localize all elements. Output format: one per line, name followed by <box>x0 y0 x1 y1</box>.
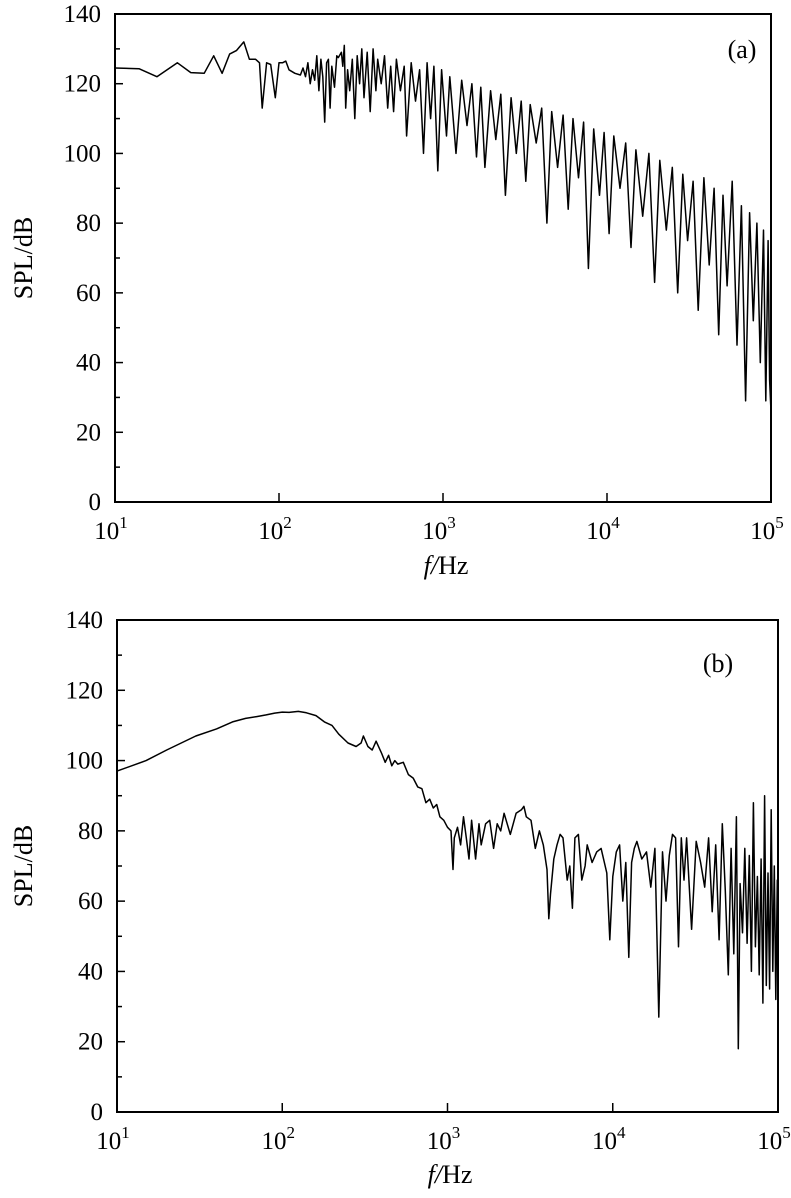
x-tick-label: 103 <box>422 513 456 545</box>
x-tick-exponent: 2 <box>287 1123 296 1142</box>
y-tick-label: 100 <box>66 748 104 775</box>
series-line <box>114 41 772 412</box>
x-tick-label: 103 <box>427 1123 461 1155</box>
x-tick-exponent: 5 <box>782 1123 791 1142</box>
series-line <box>116 710 779 1050</box>
y-tick-label: 140 <box>64 1 102 28</box>
x-tick-base: 10 <box>427 1128 452 1155</box>
y-tick-label: 120 <box>64 71 102 98</box>
y-tick-label: 120 <box>66 677 104 704</box>
y-tick-label: 40 <box>78 958 103 985</box>
y-tick-label: 20 <box>78 1029 103 1056</box>
panel-label: (b) <box>703 649 733 678</box>
plot-frame <box>116 619 779 1113</box>
y-tick-label: 40 <box>76 350 101 377</box>
y-tick-label: 100 <box>64 140 102 167</box>
x-tick-label: 101 <box>96 1123 130 1155</box>
x-tick-base: 10 <box>96 1128 121 1155</box>
x-tick-base: 10 <box>757 1128 782 1155</box>
y-axis-label: SPL/dB <box>9 825 38 907</box>
x-tick-exponent: 1 <box>121 1123 130 1142</box>
x-tick-exponent: 3 <box>452 1123 461 1142</box>
x-tick-base: 10 <box>258 518 283 545</box>
y-tick-label: 0 <box>91 1099 104 1126</box>
x-tick-exponent: 4 <box>611 513 620 532</box>
x-axis-label: f/Hz <box>427 1160 473 1189</box>
y-tick-label: 80 <box>78 818 103 845</box>
x-axis-label: f/Hz <box>423 551 469 580</box>
x-tick-exponent: 5 <box>775 513 784 532</box>
y-tick-label: 80 <box>76 210 101 237</box>
x-tick-base: 10 <box>422 518 447 545</box>
y-tick-label: 20 <box>76 419 101 446</box>
x-tick-exponent: 2 <box>283 513 292 532</box>
x-tick-base: 10 <box>94 518 119 545</box>
x-tick-base: 10 <box>592 1128 617 1155</box>
x-tick-label: 105 <box>750 513 784 545</box>
x-tick-label: 102 <box>262 1123 296 1155</box>
y-axis-label: SPL/dB <box>9 217 38 299</box>
x-tick-base: 10 <box>586 518 611 545</box>
x-tick-label: 104 <box>586 513 620 545</box>
x-tick-exponent: 3 <box>447 513 456 532</box>
y-tick-label: 0 <box>89 489 102 516</box>
x-tick-label: 101 <box>94 513 128 545</box>
y-tick-label: 60 <box>76 280 101 307</box>
x-tick-base: 10 <box>262 1128 287 1155</box>
x-tick-label: 102 <box>258 513 292 545</box>
x-tick-base: 10 <box>750 518 775 545</box>
y-tick-label: 60 <box>78 888 103 915</box>
x-tick-label: 104 <box>592 1123 626 1155</box>
x-tick-exponent: 1 <box>119 513 128 532</box>
y-tick-label: 140 <box>66 607 104 634</box>
panel-label: (a) <box>728 35 757 64</box>
x-tick-exponent: 4 <box>617 1123 626 1142</box>
x-tick-label: 105 <box>757 1123 791 1155</box>
